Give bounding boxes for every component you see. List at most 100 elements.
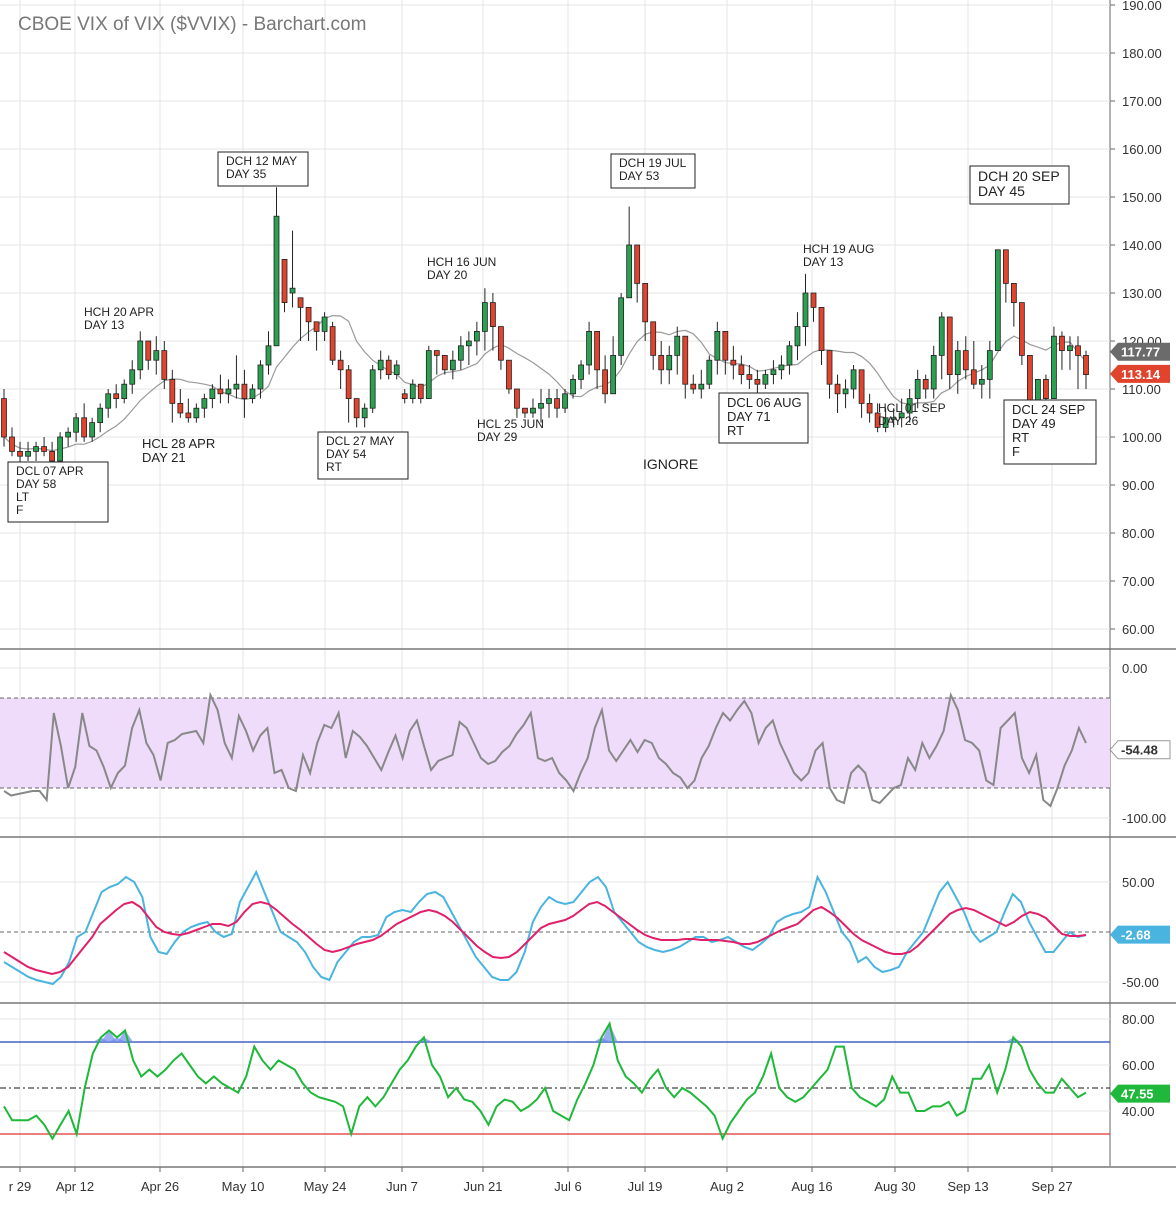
candle-body [530, 407, 536, 414]
candle-body [1059, 335, 1065, 352]
price-axis-label: 110.00 [1122, 382, 1161, 397]
candle [978, 365, 985, 399]
candle [826, 350, 833, 399]
candle [538, 389, 544, 423]
candle [1, 389, 7, 447]
last-price-label-1: 113.14 [1110, 364, 1170, 383]
last-price-value: 117.77 [1121, 345, 1160, 360]
annotation-box [1003, 399, 1097, 465]
annotation-text: RT [326, 460, 342, 474]
candle [97, 403, 104, 433]
candle [33, 441, 39, 461]
candle-body [490, 302, 496, 328]
overbought-fill [100, 1030, 118, 1042]
candle-body [994, 249, 1001, 352]
candle-body [193, 407, 200, 419]
candle-body [233, 383, 240, 390]
candle-body [385, 359, 392, 376]
price-axis-label: 100.00 [1122, 430, 1162, 445]
candle [1059, 331, 1065, 370]
annotation-text: DAY 21 [142, 450, 186, 465]
candle [898, 398, 905, 428]
candle [490, 293, 496, 351]
candle-body [33, 446, 39, 452]
candle [401, 389, 408, 404]
candle-body [345, 369, 352, 399]
candle-body [978, 378, 985, 385]
candle-body [185, 412, 192, 419]
candle-body [297, 297, 304, 308]
annotation-ignore: IGNORE [643, 456, 698, 472]
candle-body [1043, 378, 1049, 399]
price-axis-label: 170.00 [1122, 94, 1162, 109]
candle-body [906, 398, 913, 414]
candle [930, 345, 937, 399]
candle-body [1083, 354, 1089, 375]
candle-body [121, 383, 128, 400]
candle-body [722, 330, 729, 361]
annotation-text: DAY 13 [803, 255, 844, 269]
candle [642, 282, 649, 341]
oscillator-1-line [3, 691, 1087, 808]
candle [241, 369, 248, 418]
price-axis-label: 150.00 [1122, 190, 1162, 205]
candle-body [201, 398, 208, 409]
candle [690, 374, 697, 394]
candle-body [153, 350, 160, 361]
candle-body [786, 345, 793, 366]
candle-body [770, 369, 777, 375]
candle-body [393, 364, 400, 376]
candle [441, 354, 448, 375]
candle [498, 326, 504, 370]
oscillator-band [0, 698, 1110, 788]
x-axis-label: Jul 6 [554, 1179, 581, 1194]
candle-body [369, 369, 376, 409]
candle [1067, 336, 1073, 370]
candle-body [626, 244, 633, 299]
candle-body [922, 378, 929, 390]
candle-body [914, 378, 921, 399]
candle-body [858, 369, 865, 404]
annotation-text: HCH 19 AUG [803, 242, 874, 256]
candle [321, 312, 328, 341]
candle-body [321, 316, 328, 332]
candle-body [473, 330, 480, 342]
candle [1083, 350, 1089, 389]
x-axis-label: Apr 12 [56, 1179, 94, 1194]
candle [570, 374, 576, 399]
candle-body [49, 450, 55, 462]
candle [473, 321, 480, 356]
candle [882, 408, 889, 433]
annotation-box [718, 392, 809, 444]
candle-body [650, 321, 657, 356]
candle [850, 365, 857, 399]
candle [682, 335, 689, 399]
candle-body [457, 345, 464, 361]
x-axis-label: Aug 30 [874, 1179, 915, 1194]
oscillator-2-series-0 [3, 869, 1087, 986]
x-axis-label: Jun 21 [463, 1179, 502, 1194]
candle [297, 297, 304, 341]
x-axis-label: May 10 [222, 1179, 265, 1194]
annotation-text: RT [727, 423, 744, 438]
candle-body [169, 378, 176, 404]
candle [337, 350, 344, 389]
candle-body [690, 383, 697, 390]
last-price-marker [1110, 364, 1170, 383]
osc1-axis-label: -100.00 [1122, 811, 1166, 826]
overbought-fill [117, 1030, 134, 1042]
candle [722, 330, 729, 375]
candle-body [546, 398, 552, 404]
candle [738, 355, 745, 385]
candle [506, 359, 512, 394]
candle-body [762, 374, 769, 385]
candle [986, 341, 993, 399]
osc3-axis-label: 40.00 [1122, 1104, 1155, 1119]
candle [153, 336, 160, 375]
candle-body [113, 393, 120, 399]
candle-body [538, 402, 544, 409]
candle [457, 336, 464, 370]
x-axis-label: Sep 13 [947, 1179, 988, 1194]
